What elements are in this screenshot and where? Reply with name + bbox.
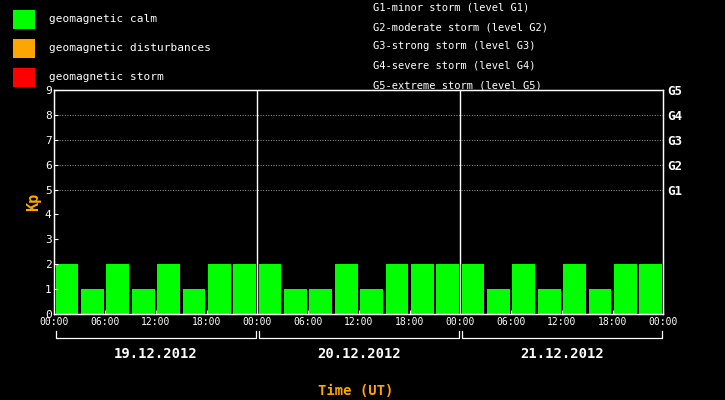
Text: geomagnetic storm: geomagnetic storm <box>49 72 164 82</box>
Bar <box>538 289 560 314</box>
Bar <box>233 264 256 314</box>
Text: 20.12.2012: 20.12.2012 <box>317 346 401 361</box>
Text: G4-severe storm (level G4): G4-severe storm (level G4) <box>373 61 536 71</box>
Bar <box>183 289 205 314</box>
Bar <box>487 289 510 314</box>
Bar <box>13 39 35 58</box>
Text: G2-moderate storm (level G2): G2-moderate storm (level G2) <box>373 22 548 32</box>
Bar <box>386 264 408 314</box>
Y-axis label: Kp: Kp <box>25 193 41 211</box>
Bar <box>411 264 434 314</box>
Text: G1-minor storm (level G1): G1-minor storm (level G1) <box>373 3 530 13</box>
Bar <box>639 264 662 314</box>
Bar <box>208 264 231 314</box>
Bar <box>310 289 332 314</box>
Text: Time (UT): Time (UT) <box>318 384 393 398</box>
Bar <box>81 289 104 314</box>
Bar <box>107 264 129 314</box>
Bar <box>563 264 586 314</box>
Bar <box>360 289 383 314</box>
Bar <box>335 264 357 314</box>
Bar <box>513 264 535 314</box>
Text: geomagnetic disturbances: geomagnetic disturbances <box>49 43 211 53</box>
Bar <box>259 264 281 314</box>
Bar <box>462 264 484 314</box>
Bar <box>157 264 180 314</box>
Bar <box>436 264 459 314</box>
Text: G5-extreme storm (level G5): G5-extreme storm (level G5) <box>373 80 542 90</box>
Bar <box>132 289 154 314</box>
Text: 19.12.2012: 19.12.2012 <box>114 346 198 361</box>
Bar <box>13 10 35 29</box>
Bar <box>614 264 637 314</box>
Bar <box>56 264 78 314</box>
Text: 21.12.2012: 21.12.2012 <box>520 346 604 361</box>
Bar <box>13 68 35 87</box>
Bar <box>589 289 611 314</box>
Bar <box>284 289 307 314</box>
Text: geomagnetic calm: geomagnetic calm <box>49 14 157 24</box>
Text: G3-strong storm (level G3): G3-strong storm (level G3) <box>373 41 536 51</box>
